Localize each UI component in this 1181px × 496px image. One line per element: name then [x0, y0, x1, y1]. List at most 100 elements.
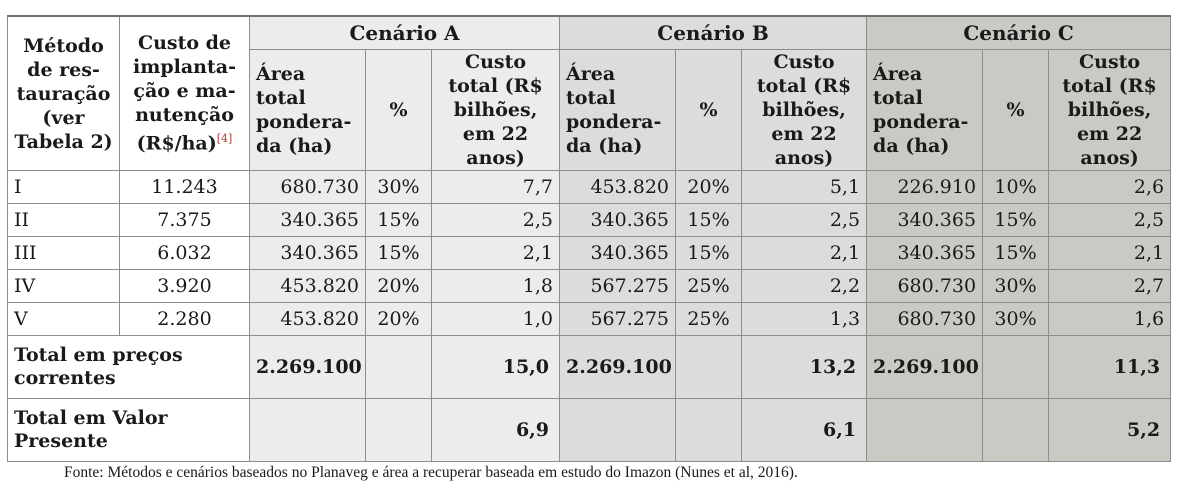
cell-a-area: 453.820	[249, 269, 366, 303]
total-pv-a-pct	[365, 398, 432, 462]
total-current-label: Total em preços correntes	[7, 335, 250, 399]
cell-a-cost: 2,1	[430, 236, 561, 270]
cell-cost: 2.280	[119, 302, 250, 336]
table-row: IV 3.920 453.820 20% 1,8 567.275 25% 2,2…	[7, 269, 1172, 303]
total-pv-c-cost: 5,2	[1048, 398, 1172, 462]
cell-a-pct: 30%	[365, 170, 432, 204]
cell-c-pct: 15%	[982, 236, 1050, 270]
cell-c-area: 680.730	[866, 302, 984, 336]
cell-b-pct: 25%	[675, 302, 743, 336]
cell-c-cost: 2,7	[1048, 269, 1172, 303]
cell-c-cost: 2,1	[1048, 236, 1172, 270]
cell-c-pct: 15%	[982, 203, 1050, 237]
total-pv-c-area	[866, 398, 984, 462]
cell-b-area: 453.820	[559, 170, 677, 204]
cell-b-pct: 20%	[675, 170, 743, 204]
header-c-pct: %	[982, 49, 1050, 171]
table-source-note: Fonte: Métodos e cenários baseados no Pl…	[64, 464, 798, 481]
cell-b-cost: 5,1	[741, 170, 868, 204]
cell-c-area: 680.730	[866, 269, 984, 303]
total-pv-a-cost: 6,9	[430, 398, 561, 462]
cell-a-area: 680.730	[249, 170, 366, 204]
footnote-reference: [4]	[216, 132, 233, 146]
cell-c-pct: 30%	[982, 269, 1050, 303]
cell-a-cost: 7,7	[430, 170, 561, 204]
header-scenario-a: Cenário A	[248, 15, 561, 50]
cell-b-pct: 15%	[675, 236, 743, 270]
cell-cost: 7.375	[119, 203, 250, 237]
cell-b-area: 340.365	[559, 203, 677, 237]
cell-a-cost: 1,0	[430, 302, 561, 336]
cell-c-pct: 10%	[982, 170, 1050, 204]
cell-c-area: 340.365	[866, 203, 984, 237]
total-current-a-area: 2.269.100	[249, 335, 366, 399]
cell-b-area: 567.275	[559, 302, 677, 336]
cell-a-area: 453.820	[249, 302, 366, 336]
cell-method: I	[7, 170, 120, 204]
cell-a-cost: 2,5	[430, 203, 561, 237]
total-pv-b-pct	[675, 398, 743, 462]
cell-c-area: 340.365	[866, 236, 984, 270]
cell-b-pct: 15%	[675, 203, 743, 237]
cell-a-pct: 20%	[365, 302, 432, 336]
total-pv-a-area	[249, 398, 366, 462]
cell-b-cost: 2,2	[741, 269, 868, 303]
cell-a-pct: 15%	[365, 236, 432, 270]
total-current-a-pct	[365, 335, 432, 399]
table-row: V 2.280 453.820 20% 1,0 567.275 25% 1,3 …	[7, 302, 1172, 336]
cell-b-area: 567.275	[559, 269, 677, 303]
header-b-pct: %	[675, 49, 743, 171]
header-implementation-cost: Custo de implanta­ção e ma­nutenção (R$/…	[119, 15, 250, 171]
header-a-total-cost: Custo total (R$ bi­lhões, em 22 anos)	[430, 49, 561, 171]
table-row: II 7.375 340.365 15% 2,5 340.365 15% 2,5…	[7, 203, 1172, 237]
cell-method: III	[7, 236, 120, 270]
cell-b-cost: 2,1	[741, 236, 868, 270]
header-b-total-cost: Custo total (R$ bi­lhões, em 22 anos)	[741, 49, 868, 171]
header-scenario-b: Cenário B	[559, 15, 868, 50]
cell-method: IV	[7, 269, 120, 303]
cell-cost: 6.032	[119, 236, 250, 270]
cell-a-pct: 15%	[365, 203, 432, 237]
header-a-pct: %	[365, 49, 432, 171]
total-current-c-cost: 11,3	[1048, 335, 1172, 399]
cell-b-pct: 25%	[675, 269, 743, 303]
total-present-value-row: Total em Valor Presente 6,9 6,1 5,2	[7, 398, 1172, 462]
header-implementation-cost-label: Custo de implanta­ção e ma­nutenção (R$/…	[133, 32, 236, 155]
total-pv-b-area	[559, 398, 677, 462]
cell-c-cost: 2,5	[1048, 203, 1172, 237]
cell-c-cost: 1,6	[1048, 302, 1172, 336]
cell-c-cost: 2,6	[1048, 170, 1172, 204]
cell-a-area: 340.365	[249, 236, 366, 270]
cell-a-area: 340.365	[249, 203, 366, 237]
header-c-area: Área total pondera­da (ha)	[866, 49, 984, 171]
cell-method: V	[7, 302, 120, 336]
cell-c-pct: 30%	[982, 302, 1050, 336]
restoration-cost-table: Método de res­tauração (ver Tabela 2) Cu…	[7, 15, 1172, 462]
cell-b-area: 340.365	[559, 236, 677, 270]
header-b-area: Área total pondera­da (ha)	[559, 49, 677, 171]
table-row: I 11.243 680.730 30% 7,7 453.820 20% 5,1…	[7, 170, 1172, 204]
cell-c-area: 226.910	[866, 170, 984, 204]
header-a-area: Área total pondera­da (ha)	[249, 49, 366, 171]
total-current-prices-row: Total em preços correntes 2.269.100 15,0…	[7, 335, 1172, 399]
cell-a-pct: 20%	[365, 269, 432, 303]
total-current-c-pct	[982, 335, 1050, 399]
total-current-b-area: 2.269.100	[559, 335, 677, 399]
header-method: Método de res­tauração (ver Tabela 2)	[7, 15, 120, 171]
table-row: III 6.032 340.365 15% 2,1 340.365 15% 2,…	[7, 236, 1172, 270]
cell-method: II	[7, 203, 120, 237]
header-scenario-c: Cenário C	[866, 15, 1172, 50]
total-current-c-area: 2.269.100	[866, 335, 984, 399]
total-pv-label: Total em Valor Presente	[7, 398, 250, 462]
cell-cost: 3.920	[119, 269, 250, 303]
cell-b-cost: 1,3	[741, 302, 868, 336]
total-pv-c-pct	[982, 398, 1050, 462]
total-pv-b-cost: 6,1	[741, 398, 868, 462]
total-current-a-cost: 15,0	[430, 335, 561, 399]
cell-cost: 11.243	[119, 170, 250, 204]
total-current-b-cost: 13,2	[741, 335, 868, 399]
cell-b-cost: 2,5	[741, 203, 868, 237]
header-c-total-cost: Custo total (R$ bi­lhões, em 22 anos)	[1048, 49, 1172, 171]
total-current-b-pct	[675, 335, 743, 399]
cell-a-cost: 1,8	[430, 269, 561, 303]
